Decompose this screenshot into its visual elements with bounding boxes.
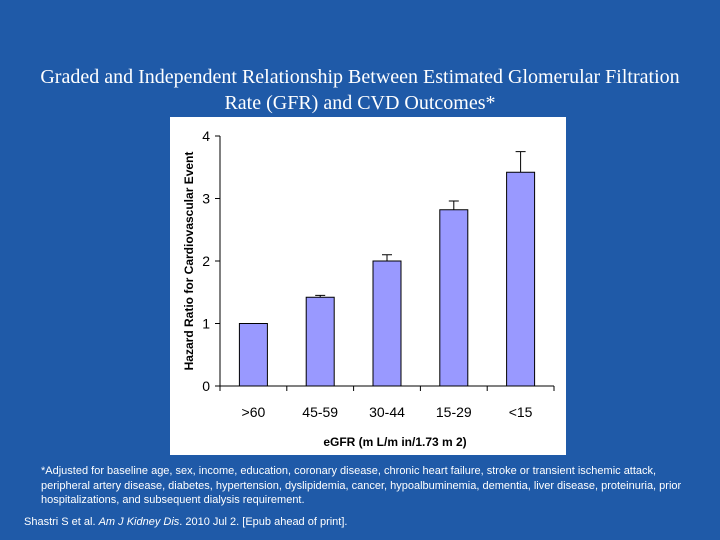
- citation-details: . 2010 Jul 2. [Epub ahead of print].: [179, 516, 348, 528]
- bar: [372, 260, 402, 387]
- x-tick-label: 45-59: [302, 404, 338, 420]
- bar: [305, 296, 335, 387]
- x-axis-title: eGFR (m L/m in/1.73 m 2): [323, 435, 466, 449]
- x-tick-label: 15-29: [436, 404, 472, 420]
- y-tick-label: 4: [202, 128, 210, 144]
- bar-chart: 0 1 2 3 4 >60 45-59 30-44 15-29 <15 eGFR (m L/m in…: [182, 128, 555, 449]
- citation-journal: Am J Kidney Dis: [98, 516, 180, 528]
- chart-panel: 0 1 2 3 4 >60 45-59 30-44 15-29 <15 eGFR (m L/m in…: [170, 117, 566, 455]
- y-axis-title: Hazard Ratio for Cardiovascular Event: [182, 152, 196, 371]
- bar: [439, 209, 469, 387]
- citation: Shastri S et al. Am J Kidney Dis. 2010 J…: [24, 515, 704, 529]
- x-tick-label: >60: [242, 404, 266, 420]
- bar: [506, 171, 536, 387]
- y-tick-label: 3: [202, 191, 210, 207]
- bar: [238, 323, 268, 387]
- y-tick-label: 1: [202, 316, 210, 332]
- y-tick-label: 2: [202, 253, 210, 269]
- y-tick-label: 0: [202, 378, 210, 394]
- x-tick-label: <15: [509, 404, 533, 420]
- citation-authors: Shastri S et al.: [24, 516, 99, 528]
- slide-title: Graded and Independent Relationship Betw…: [40, 66, 680, 114]
- x-tick-label: 30-44: [369, 404, 405, 420]
- footnote: *Adjusted for baseline age, sex, income,…: [41, 465, 682, 506]
